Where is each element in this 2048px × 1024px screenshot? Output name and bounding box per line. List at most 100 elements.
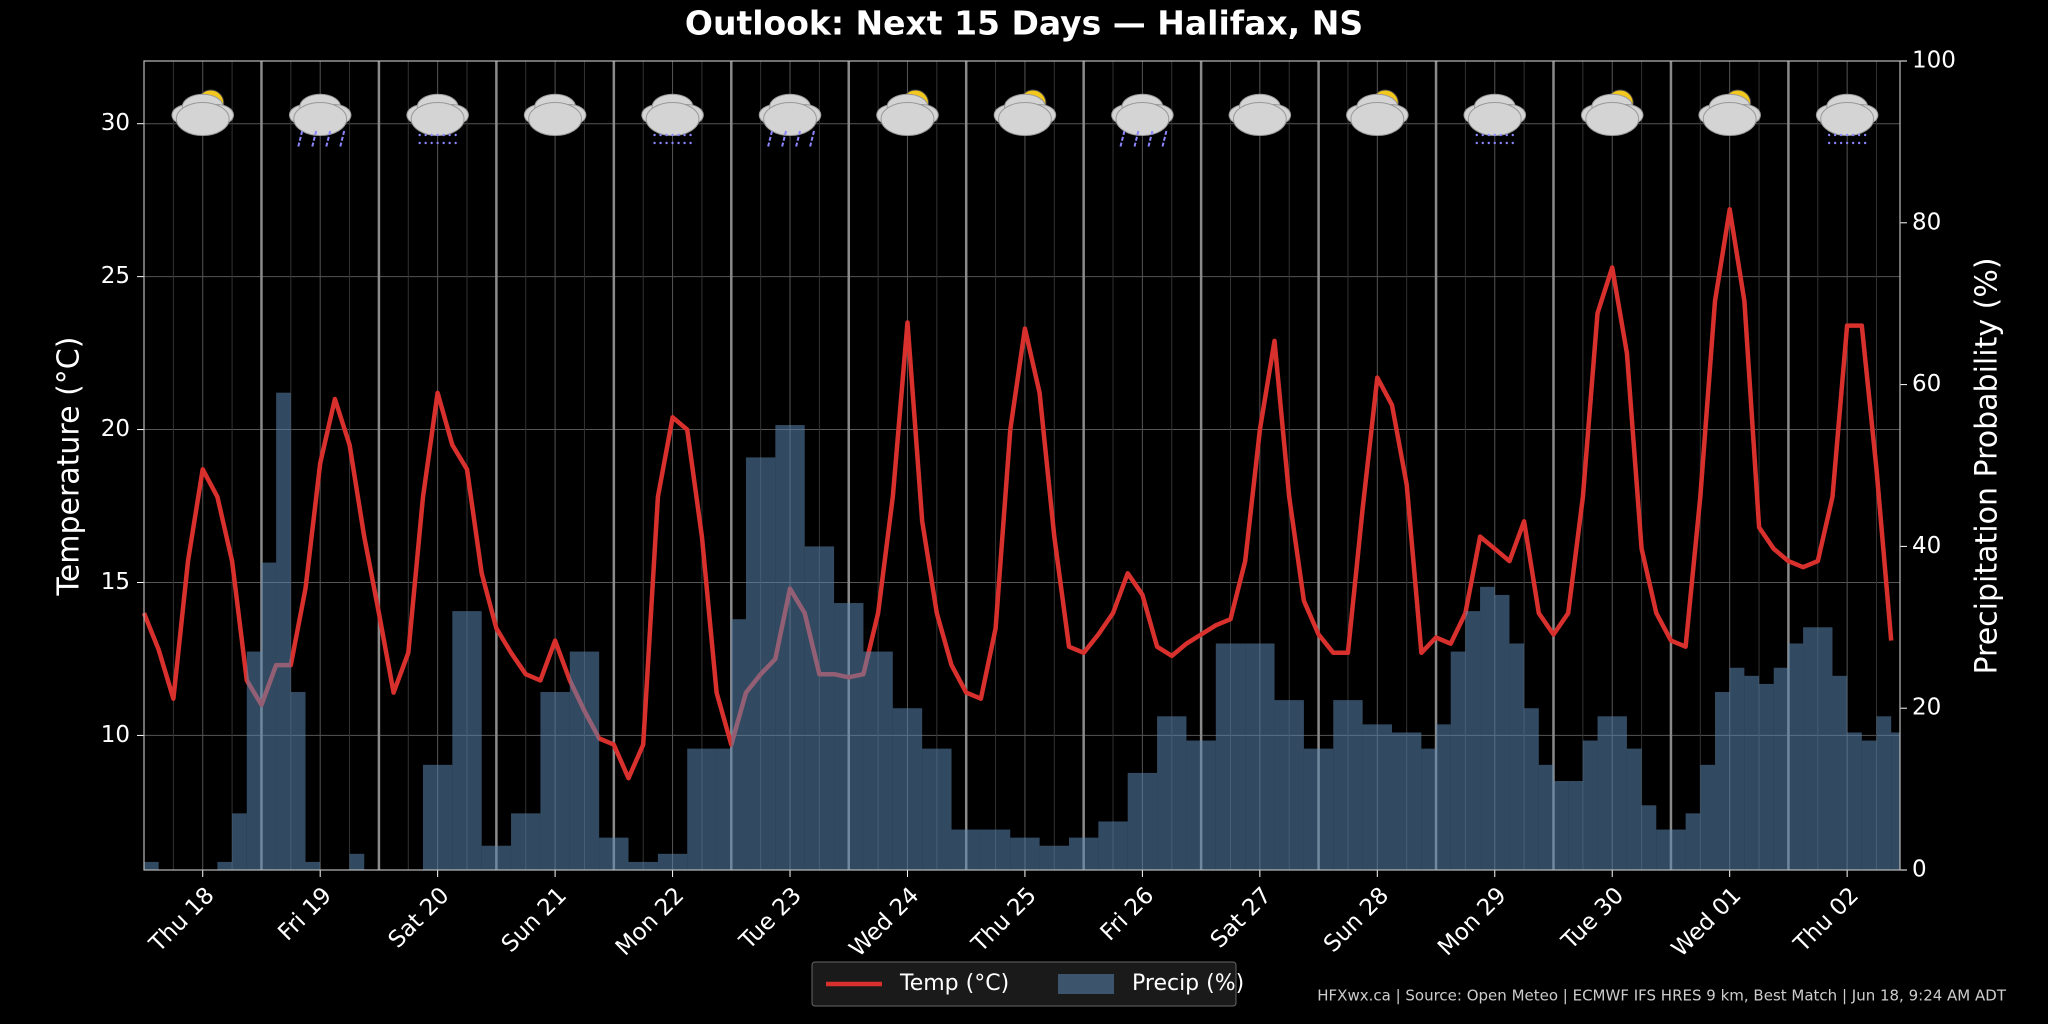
drizzle-dot — [1845, 133, 1849, 137]
y2-tick-label: 20 — [1912, 695, 1941, 721]
precip-bar — [745, 457, 761, 870]
precip-bar — [1553, 781, 1569, 870]
weather-icon — [523, 93, 587, 136]
precip-bar — [1289, 700, 1304, 870]
drizzle-dot — [689, 133, 692, 137]
chart-title: Outlook: Next 15 Days — Halifax, NS — [685, 4, 1363, 43]
legend-box — [811, 961, 1237, 1007]
rain-drop — [1161, 130, 1168, 148]
precip-bar — [261, 562, 277, 870]
drizzle-dot — [1487, 141, 1490, 145]
precip-bar — [980, 829, 996, 870]
precip-bar — [1876, 716, 1892, 870]
precip-bar — [540, 692, 556, 870]
precip-bar — [643, 861, 658, 870]
cloud — [1467, 102, 1522, 136]
precip-bar — [1333, 700, 1348, 870]
drizzle-dot — [430, 141, 433, 145]
drizzle-dot — [436, 141, 439, 145]
precip-bar — [1480, 586, 1495, 870]
rain-drop — [809, 130, 815, 148]
precip-bar — [834, 603, 849, 870]
drizzle-dot — [683, 133, 686, 137]
drizzle-dot — [1487, 133, 1490, 137]
drizzle-dot — [442, 133, 445, 137]
precip-bar — [907, 708, 923, 870]
precip-bar — [1685, 813, 1701, 870]
drizzle-dot — [653, 141, 656, 145]
rain-drop — [767, 130, 773, 148]
drizzle-dot — [1511, 141, 1514, 145]
cloud — [880, 102, 935, 136]
precip-bar — [1377, 724, 1392, 870]
y2-tick-label: 100 — [1912, 48, 1956, 74]
precip-bar — [1582, 740, 1598, 870]
drizzle-dot — [1505, 133, 1508, 137]
footer: HFXwx.ca | Source: Open Meteo | ECMWF IF… — [1317, 987, 2007, 1005]
y-tick-label: 10 — [101, 722, 130, 748]
precip-bar — [1641, 805, 1657, 870]
drizzle-dot — [665, 133, 668, 137]
precip-bar — [1656, 829, 1671, 870]
weather-icon — [993, 89, 1057, 136]
precip-bar — [1201, 740, 1216, 870]
y-tick-label: 20 — [101, 416, 130, 442]
rain-drop — [339, 130, 346, 148]
precip-bar — [1274, 700, 1290, 870]
weather-icon — [1228, 93, 1292, 136]
y2-tick-label: 80 — [1912, 209, 1941, 235]
drizzle-dot — [689, 141, 692, 145]
precip-bar — [1098, 821, 1114, 870]
drizzle-dot — [1499, 141, 1502, 145]
drizzle-dot — [454, 141, 457, 145]
precip-bar — [790, 425, 805, 870]
y-tick-label: 15 — [101, 569, 130, 595]
drizzle-dot — [1475, 133, 1478, 137]
precip-bar — [804, 546, 820, 870]
rain-drop — [297, 130, 304, 148]
y-tick-label: 25 — [101, 263, 130, 289]
precip-bar — [584, 651, 600, 870]
rain-drop — [781, 130, 787, 148]
cloud — [528, 102, 583, 136]
drizzle-dot — [671, 141, 674, 145]
drizzle-dot — [1857, 141, 1861, 145]
weather-icon — [1111, 93, 1174, 148]
precip-bar — [1773, 667, 1789, 870]
drizzle-dot — [424, 141, 427, 145]
rain-drop — [795, 130, 801, 148]
precip-bar — [701, 748, 717, 870]
precip-bar — [716, 748, 732, 870]
drizzle-dot — [448, 141, 451, 145]
precip-bar — [995, 829, 1011, 870]
weather-icon — [171, 89, 235, 136]
rain-drop — [1133, 130, 1140, 148]
weather-icon — [1580, 89, 1644, 136]
precip-bar — [1083, 837, 1099, 870]
precip-bar — [1436, 724, 1451, 870]
precip-bar — [276, 392, 291, 870]
precip-bar — [892, 708, 908, 870]
weather-icon — [1815, 93, 1879, 145]
precip-bar — [1142, 772, 1158, 870]
y2-tick-label: 60 — [1912, 371, 1941, 397]
precip-bar — [305, 861, 321, 870]
cloud — [1232, 102, 1287, 136]
cloud — [1350, 102, 1405, 136]
precip-bar — [1861, 740, 1877, 870]
drizzle-dot — [1851, 141, 1855, 145]
cloud — [293, 102, 348, 136]
precip-bar — [1729, 667, 1745, 870]
drizzle-dot — [665, 141, 668, 145]
precip-bar — [1494, 594, 1510, 870]
drizzle-dot — [442, 141, 445, 145]
cloud — [998, 102, 1052, 136]
precip-bar — [1509, 643, 1525, 870]
precip-bar — [863, 651, 879, 870]
weather-icon — [288, 93, 352, 148]
drizzle-dot — [659, 133, 662, 137]
drizzle-dot — [418, 141, 421, 145]
precip-bar — [1626, 748, 1642, 870]
precip-bar — [1538, 764, 1554, 870]
